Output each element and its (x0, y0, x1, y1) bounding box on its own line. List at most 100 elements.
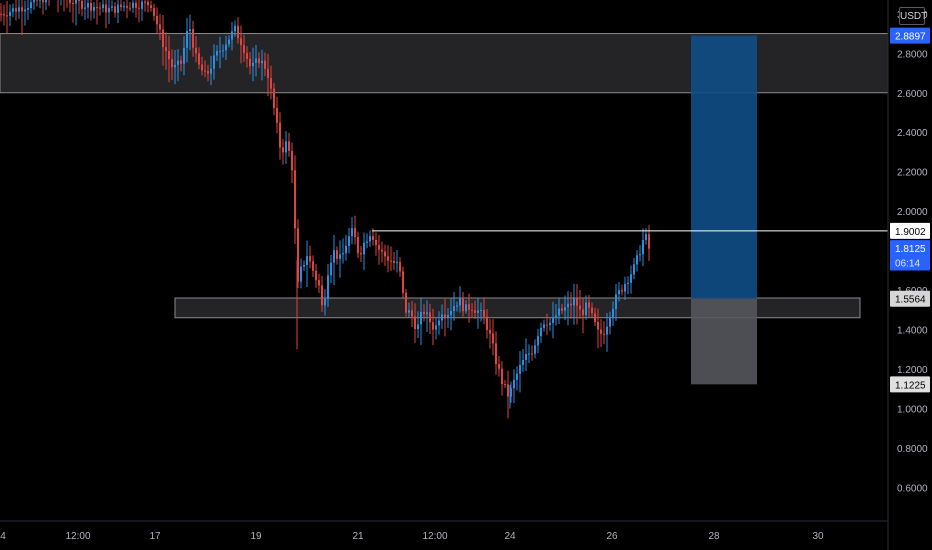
candle-body (399, 262, 401, 272)
candle-body (495, 343, 497, 365)
candle-body (264, 60, 266, 69)
candle-body (162, 29, 164, 48)
candle-body (9, 11, 11, 16)
candle-body (546, 324, 548, 326)
candle-body (243, 45, 245, 53)
candle-body (252, 62, 254, 67)
candle-body (141, 1, 143, 9)
price-label-box (890, 376, 930, 393)
time-tick-label: 19 (250, 531, 262, 542)
candle-body (129, 7, 131, 9)
time-tick-label: 12:00 (65, 531, 90, 542)
candle-body (384, 251, 386, 257)
candle-body (177, 60, 179, 65)
candle-body (69, 0, 71, 3)
candle-body (510, 388, 512, 397)
candle-body (180, 60, 182, 64)
candle-body (630, 274, 632, 283)
candle-body (261, 60, 263, 64)
candle-body (468, 304, 470, 310)
candle-body (459, 297, 461, 306)
candle-body (504, 384, 506, 386)
candle-body (171, 59, 173, 68)
candle-body (303, 265, 305, 267)
candle-body (378, 244, 380, 250)
price-tick-label: 1.4000 (897, 326, 928, 337)
candle-body (606, 326, 608, 335)
candle-body (309, 256, 311, 262)
candle-body (426, 312, 428, 315)
candle-body (288, 141, 290, 151)
candle-body (597, 322, 599, 330)
candle-body (138, 7, 140, 9)
candle-body (30, 2, 32, 9)
candle-body (639, 254, 641, 256)
candle-body (123, 6, 125, 8)
candle-body (120, 4, 122, 7)
candle-body (621, 290, 623, 292)
candle-body (222, 50, 224, 52)
candle-body (225, 44, 227, 51)
candle-body (477, 310, 479, 313)
candle-body (279, 122, 281, 148)
candle-body (78, 0, 80, 1)
candle-body (339, 254, 341, 259)
candle-body (291, 150, 293, 171)
candle-body (150, 5, 152, 9)
candle-body (489, 329, 491, 334)
candle-body (195, 47, 197, 54)
candle-body (615, 294, 617, 309)
candle-body (498, 364, 500, 369)
candle-body (183, 47, 185, 64)
candle-body (93, 7, 95, 11)
candle-body (159, 24, 161, 30)
candle-body (6, 15, 8, 17)
candle-body (126, 6, 128, 8)
candle-body (609, 318, 611, 327)
candle-body (492, 333, 494, 344)
candle-body (381, 249, 383, 252)
candle-body (588, 302, 590, 308)
price-labels: 2.8897 1.9002 1.8125 06:14 1.5564 1.1225 (890, 27, 930, 393)
candle-body (363, 242, 365, 255)
candle-body (603, 333, 605, 335)
candle-body (285, 141, 287, 153)
candle-body (591, 307, 593, 314)
candle-body (204, 70, 206, 72)
candle-body (174, 64, 176, 68)
candle-body (18, 7, 20, 12)
candle-body (396, 262, 398, 264)
candle-body (390, 260, 392, 262)
candle-body (348, 236, 350, 246)
time-tick-label: 28 (708, 531, 720, 542)
candle-body (567, 303, 569, 308)
candle-body (99, 7, 101, 9)
candle-body (75, 0, 77, 4)
candle-body (27, 8, 29, 10)
candle-body (12, 8, 14, 12)
candle-body (72, 2, 74, 4)
candle-body (186, 31, 188, 48)
currency-badge[interactable]: USDT (899, 7, 927, 25)
candle-body (324, 298, 326, 306)
candle-body (360, 253, 362, 255)
candle-body (237, 25, 239, 39)
long-position-tool (691, 35, 757, 385)
candle-body (429, 312, 431, 323)
candle-body (441, 314, 443, 321)
candle-body (543, 324, 545, 328)
candle-body (408, 310, 410, 313)
price-tick-label: 2.2000 (897, 168, 928, 179)
candle-body (393, 260, 395, 263)
candle-body (135, 2, 137, 8)
candle-body (168, 51, 170, 60)
candle-body (306, 256, 308, 266)
support-zone[interactable] (174, 297, 861, 319)
time-tick-label: 12:00 (422, 531, 447, 542)
candle-body (366, 241, 368, 243)
time-tick-label: 17 (149, 531, 161, 542)
price-tick-label: 2.4000 (897, 128, 928, 139)
candle-body (417, 324, 419, 330)
candle-body (231, 31, 233, 40)
